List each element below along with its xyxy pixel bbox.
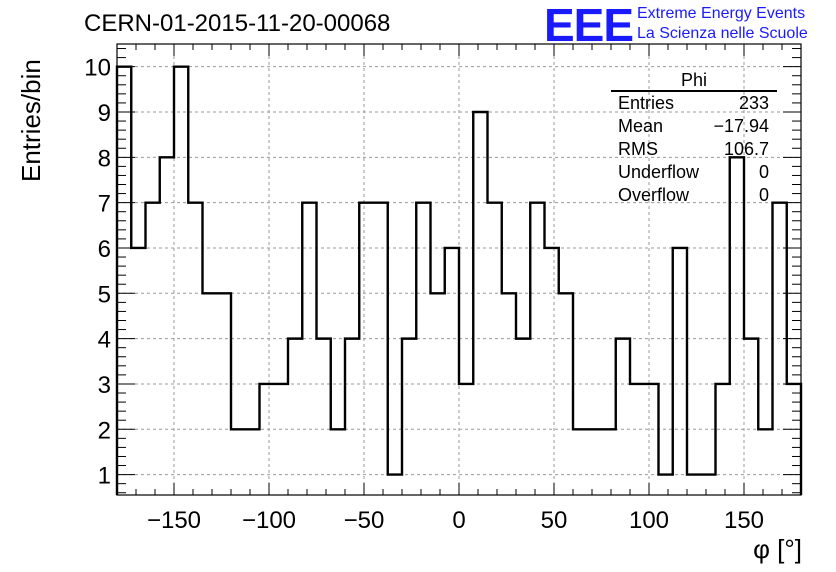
y-tick-label: 5 <box>98 281 111 308</box>
x-axis-label: φ [°] <box>753 534 802 564</box>
stats-box: Phi Entries 233 Mean −17.94 RMS 106.7 Un… <box>611 70 777 207</box>
stat-value: 0 <box>758 185 769 205</box>
y-axis-label: Entries/bin <box>16 59 46 182</box>
x-tick-label: 100 <box>629 507 669 534</box>
axis-ticks <box>116 44 802 495</box>
y-tick-label: 9 <box>98 100 111 127</box>
stat-label: RMS <box>618 139 658 159</box>
stat-value: −17.94 <box>713 116 769 136</box>
stat-label: Mean <box>618 116 664 136</box>
stat-row-mean: Mean −17.94 <box>611 115 777 138</box>
stat-label: Entries <box>618 93 675 113</box>
x-tick-label: 150 <box>724 507 764 534</box>
logo-subtitle-2: La Scienza nelle Scuole <box>637 25 808 42</box>
y-tick-labels: 1 2 3 4 5 6 7 8 9 10 <box>84 55 111 490</box>
stats-title: Phi <box>611 70 777 92</box>
x-tick-label: 0 <box>452 507 465 534</box>
y-tick-label: 6 <box>98 236 111 263</box>
histogram-line <box>115 65 803 495</box>
y-tick-label: 3 <box>98 372 111 399</box>
stat-label: Overflow <box>618 185 690 205</box>
stat-row-rms: RMS 106.7 <box>611 138 777 161</box>
y-tick-label: 10 <box>84 55 111 82</box>
stat-value: 106.7 <box>723 139 769 159</box>
logo-subtitle-1: Extreme Energy Events <box>637 5 806 22</box>
stat-label: Underflow <box>618 162 700 182</box>
stat-row-underflow: Underflow 0 <box>611 161 777 184</box>
stat-value: 0 <box>758 162 769 182</box>
y-tick-label: 8 <box>98 145 111 172</box>
x-tick-label: −150 <box>147 507 201 534</box>
y-tick-label: 1 <box>98 463 111 490</box>
stat-row-entries: Entries 233 <box>611 92 777 115</box>
x-tick-labels: −150 −100 −50 0 50 100 150 <box>147 507 764 534</box>
x-tick-label: −100 <box>242 507 296 534</box>
y-tick-label: 7 <box>98 191 111 218</box>
stat-value: 233 <box>738 93 769 113</box>
chart-title: CERN-01-2015-11-20-00068 <box>84 10 391 37</box>
y-tick-label: 4 <box>98 327 111 354</box>
y-tick-label: 2 <box>98 417 111 444</box>
eee-logo: EEE <box>544 0 634 51</box>
x-tick-label: 50 <box>541 507 568 534</box>
x-tick-label: −50 <box>344 507 385 534</box>
stat-row-overflow: Overflow 0 <box>611 184 777 207</box>
